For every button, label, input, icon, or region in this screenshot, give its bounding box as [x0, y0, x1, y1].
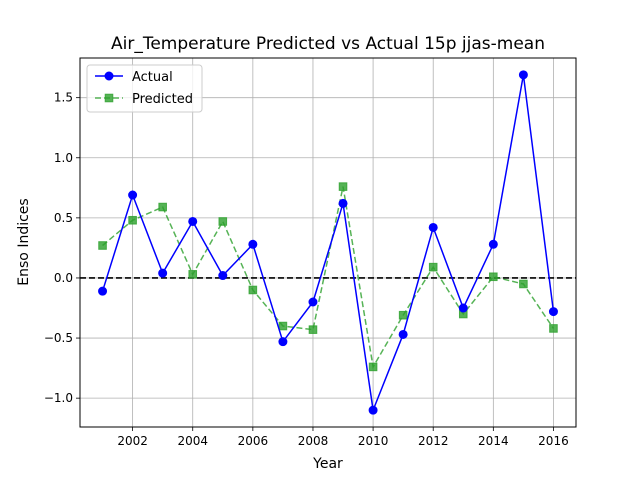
chart-title: Air_Temperature Predicted vs Actual 15p … — [111, 34, 545, 54]
legend-entry-actual: Actual — [95, 70, 173, 85]
predicted-line — [102, 186, 555, 370]
predicted-point — [549, 324, 558, 333]
series-actual — [98, 70, 558, 415]
x-tick-label: 2012 — [418, 434, 449, 448]
x-tick-label: 2008 — [298, 434, 329, 448]
y-tick-label: 0.0 — [54, 271, 73, 285]
predicted-point — [338, 182, 348, 191]
predicted-point — [278, 321, 288, 331]
predicted-point — [98, 241, 107, 250]
actual-point — [188, 216, 198, 226]
y-tick-label: −0.5 — [44, 331, 73, 345]
x-tick-label: 2016 — [538, 434, 569, 448]
actual-line — [101, 74, 555, 414]
actual-point — [98, 286, 108, 296]
series-layer — [98, 70, 558, 415]
actual-point — [548, 307, 558, 317]
actual-point — [518, 70, 528, 80]
legend-entry-predicted: Predicted — [95, 92, 193, 107]
actual-point — [158, 268, 168, 278]
predicted-point — [188, 270, 198, 279]
legend-actual-label: Actual — [132, 70, 173, 85]
y-tick-label: 1.0 — [54, 151, 73, 165]
actual-point — [128, 190, 138, 200]
actual-point — [218, 271, 228, 281]
predicted-point — [248, 285, 258, 295]
predicted-point — [128, 215, 137, 225]
x-tick-label: 2002 — [117, 434, 148, 448]
legend-predicted-label: Predicted — [132, 92, 193, 107]
actual-point — [338, 198, 348, 208]
x-axis-ticks: 2002 2004 2006 2008 2010 2012 2014 2016 — [117, 427, 569, 448]
y-tick-label: 0.5 — [54, 211, 73, 225]
predicted-point — [308, 325, 318, 334]
actual-point — [398, 329, 408, 339]
predicted-point — [158, 202, 167, 212]
y-axis-label: Enso Indices — [16, 198, 32, 285]
series-predicted — [98, 182, 558, 372]
legend-predicted-marker — [104, 93, 114, 103]
y-tick-label: 1.5 — [54, 91, 73, 105]
x-tick-label: 2006 — [238, 434, 269, 448]
actual-point — [488, 239, 498, 249]
x-axis-label: Year — [312, 456, 343, 472]
predicted-point — [519, 279, 528, 289]
actual-point — [368, 405, 378, 415]
predicted-point — [428, 262, 438, 272]
actual-point — [428, 222, 438, 232]
y-axis-ticks: −1.0 −0.5 0.0 0.5 1.0 1.5 — [44, 91, 80, 405]
x-tick-label: 2014 — [478, 434, 509, 448]
predicted-point — [398, 310, 408, 320]
actual-point — [308, 297, 318, 307]
actual-point — [248, 239, 258, 249]
plot-frame — [79, 57, 577, 428]
legend-actual-marker — [104, 71, 114, 81]
legend: Actual Predicted — [86, 64, 203, 113]
actual-point — [278, 337, 288, 347]
x-tick-label: 2010 — [358, 434, 389, 448]
predicted-point — [368, 362, 378, 372]
y-tick-label: −1.0 — [44, 391, 73, 405]
predicted-point — [489, 272, 498, 282]
actual-point — [458, 303, 468, 313]
predicted-point — [218, 217, 228, 226]
x-tick-label: 2004 — [177, 434, 208, 448]
